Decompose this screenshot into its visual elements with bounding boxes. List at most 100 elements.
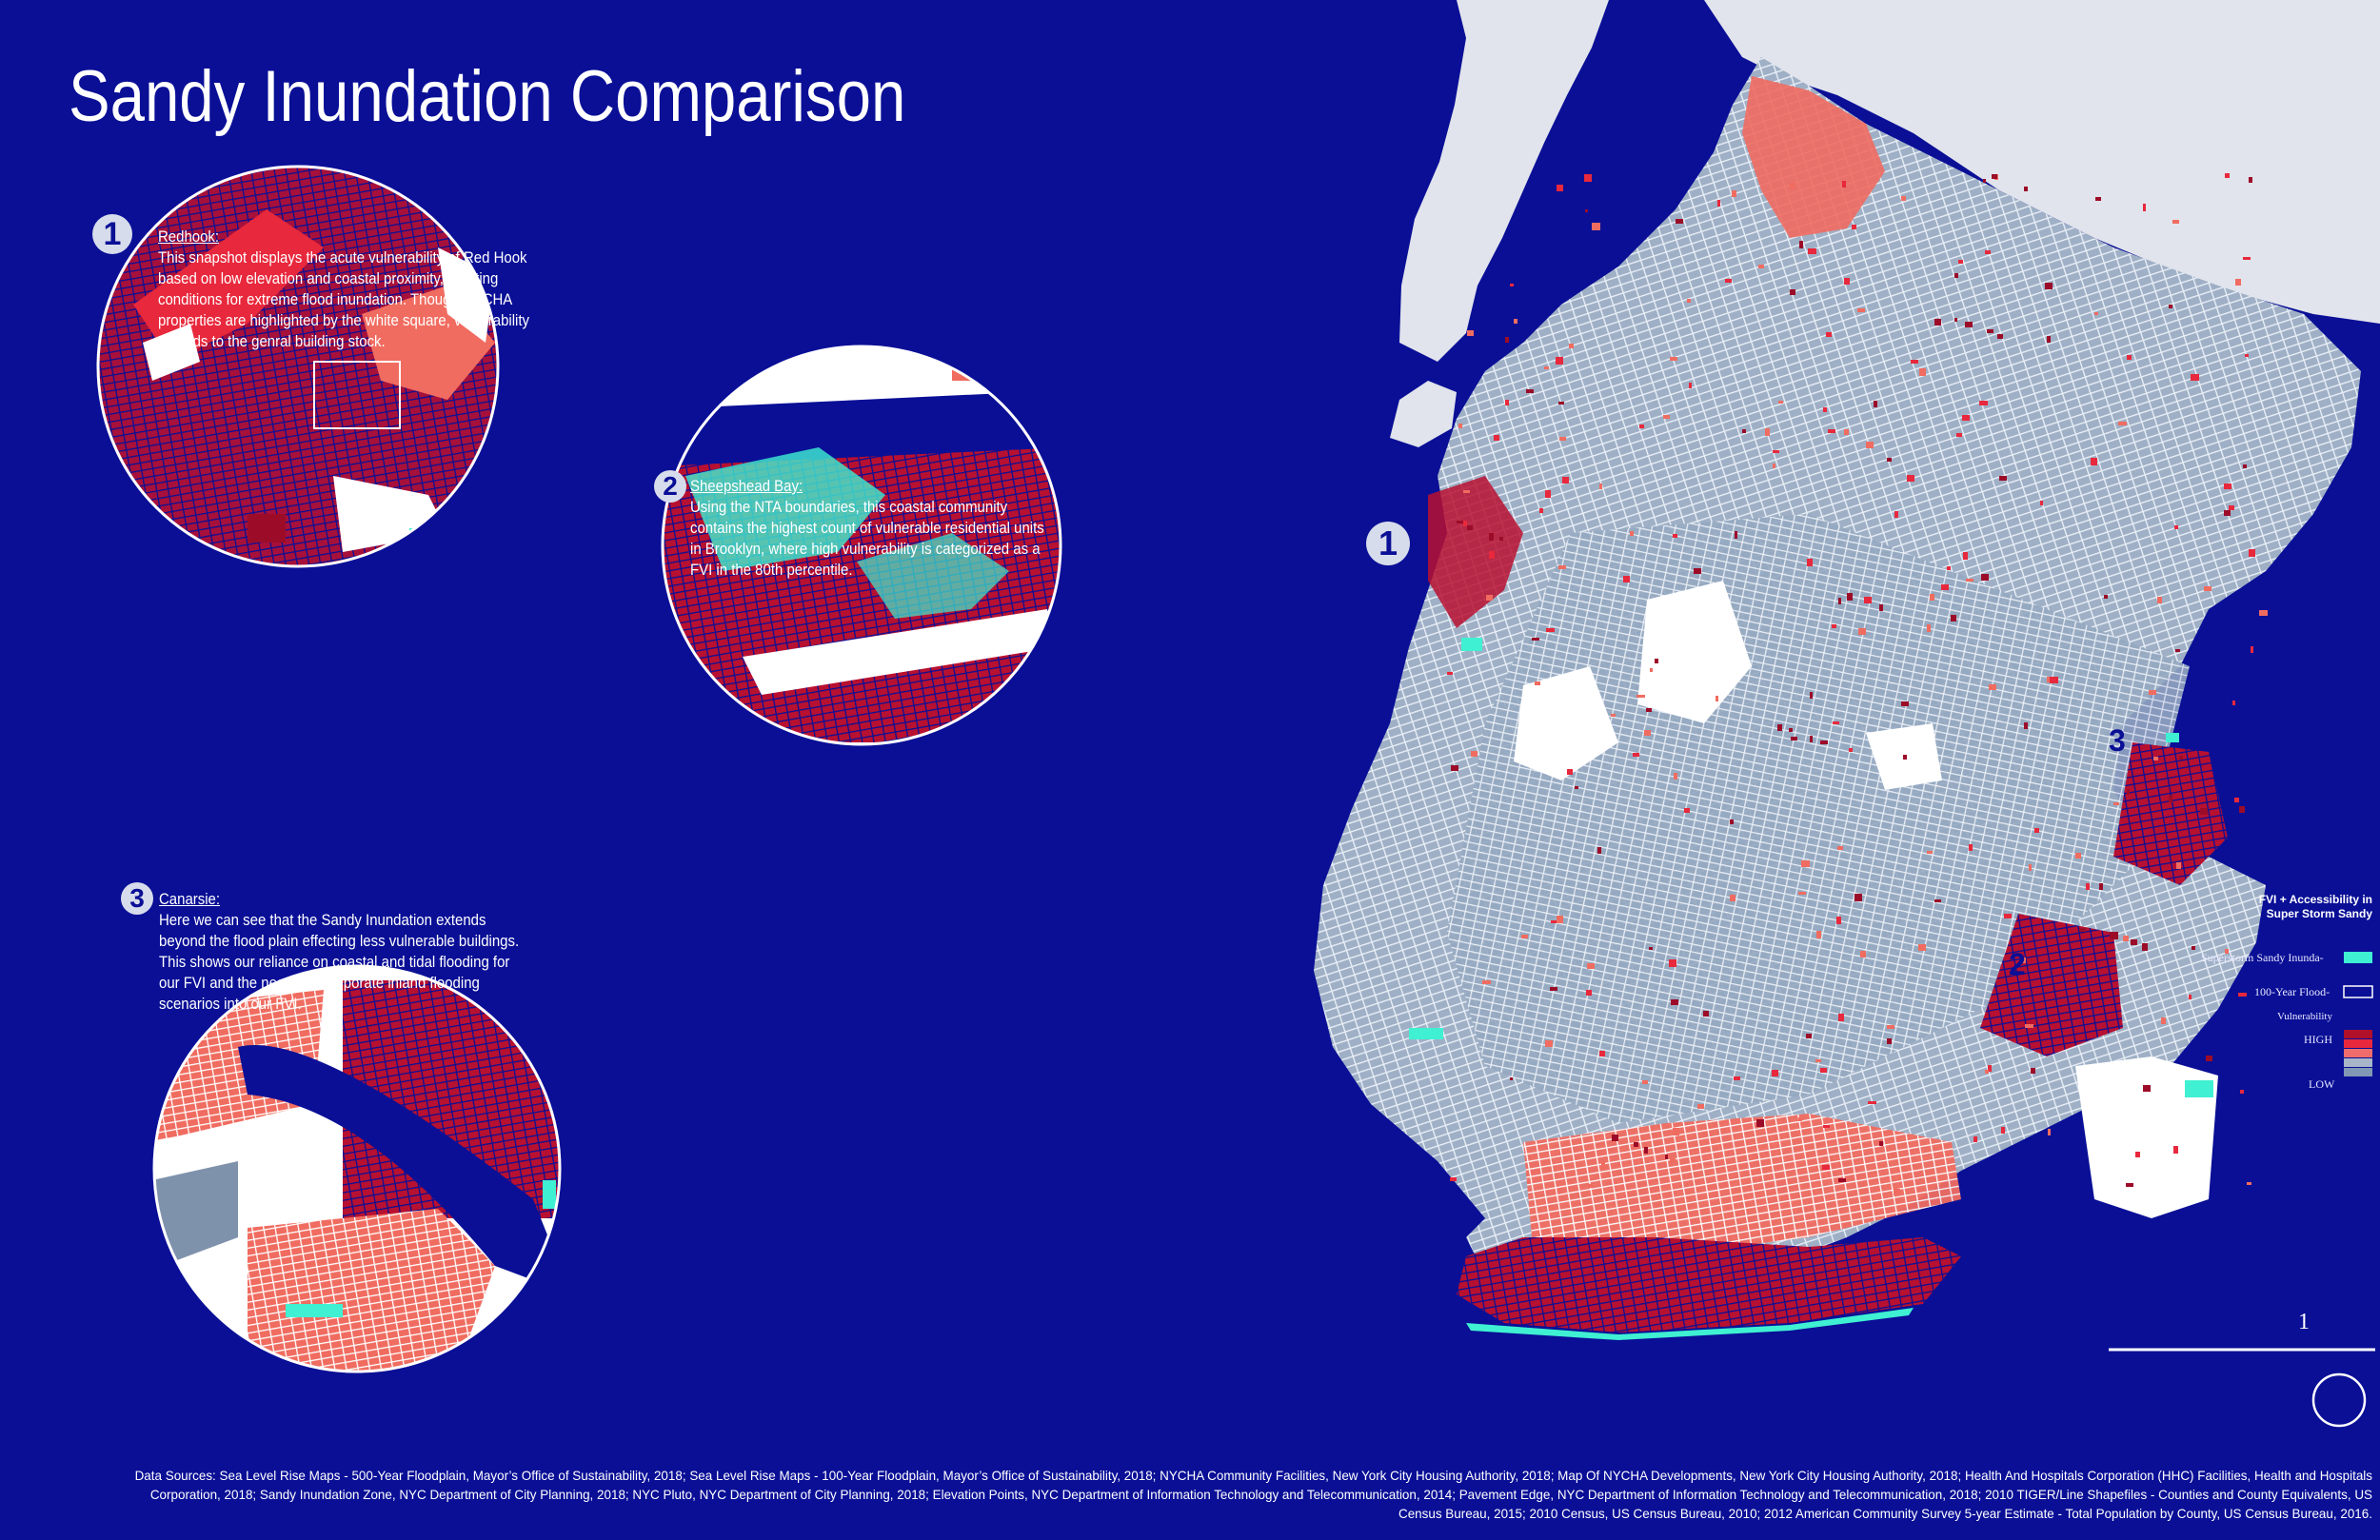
vulnerability-dot: [1833, 721, 1839, 724]
vulnerability-dot: [2225, 949, 2229, 954]
legend-title: FVI + Accessibility in Super Storm Sandy: [2258, 893, 2372, 920]
vulnerability-dot: [1545, 1040, 1553, 1047]
vulnerability-dot: [1868, 1101, 1876, 1104]
vulnerability-dot: [2249, 549, 2255, 557]
north-circle: [2311, 1372, 2367, 1428]
vulnerability-dot: [1842, 181, 1846, 188]
vulnerability-dot: [1852, 225, 1856, 229]
vulnerability-dot: [1838, 1178, 1846, 1182]
vulnerability-dot: [1981, 574, 1989, 581]
vulnerability-dot: [2153, 757, 2158, 760]
vulnerability-dot: [1650, 668, 1653, 672]
vulnerability-dot: [1798, 892, 1806, 895]
vulnerability-dot: [2099, 883, 2103, 890]
vulnerability-dot: [2025, 1024, 2033, 1028]
vulnerability-dot: [1987, 329, 1993, 333]
vulnerability-dot: [1820, 740, 1828, 744]
vulnerability-dot: [1742, 429, 1746, 433]
vulnerability-dot: [1499, 537, 1503, 541]
vulnerability-dot: [2149, 690, 2156, 695]
vulnerability-dot: [2131, 939, 2137, 945]
vulnerability-dot: [1559, 437, 1566, 441]
vulnerability-dot: [2224, 484, 2231, 489]
inset-canarsie: [154, 966, 560, 1372]
panel-sheepshead-body: Using the NTA boundaries, this coastal c…: [690, 498, 1044, 579]
vulnerability-dot: [1601, 1162, 1605, 1170]
vulnerability-dot: [1901, 701, 1909, 706]
vulnerability-dot: [1823, 407, 1827, 412]
vulnerability-dot: [1725, 279, 1732, 283]
vulnerability-dot: [1772, 1070, 1778, 1076]
vulnerability-dot: [1585, 209, 1588, 212]
vulnerability-dot: [2034, 828, 2039, 833]
vulnerability-dot: [1838, 1014, 1844, 1021]
vulnerability-dot: [1857, 308, 1865, 312]
vulnerability-dot: [2047, 336, 2051, 343]
vulnerability-dot: [2104, 595, 2108, 599]
vulnerability-dot: [2094, 312, 2098, 315]
scale-label: 1: [2298, 1310, 2310, 1334]
vulnerability-dot: [2161, 1017, 2166, 1024]
vulnerability-dot: [1545, 490, 1551, 498]
legend-swatch-inundation: [2344, 952, 2372, 963]
vulnerability-dot: [2075, 853, 2081, 859]
vulnerability-dot: [2204, 586, 2211, 591]
vulnerability-dot: [1689, 383, 1692, 388]
vulnerability-dot: [1992, 174, 1997, 179]
vulnerability-dot: [1954, 318, 1957, 322]
vulnerability-dot: [1790, 289, 1795, 295]
vulnerability-dot: [2245, 354, 2249, 357]
map-label-2: 2: [2009, 947, 2026, 981]
vulnerability-dot: [1575, 786, 1578, 789]
vulnerability-dot: [1597, 847, 1601, 854]
vulnerability-dot: [2157, 597, 2162, 603]
vulnerability-dot: [1633, 753, 1639, 757]
panel-3-badge: 3: [121, 882, 153, 915]
vulnerability-dot: [1823, 1125, 1830, 1128]
vulnerability-dot: [1773, 450, 1779, 453]
vulnerability-dot: [1489, 551, 1495, 559]
vulnerability-dot: [1765, 428, 1770, 436]
vulnerability-dot: [1674, 773, 1677, 780]
vulnerability-dot: [2169, 796, 2172, 802]
vulnerability-dot: [1532, 638, 1539, 641]
vulnerability-dot: [2179, 756, 2183, 760]
vulnerability-dot: [2238, 993, 2247, 997]
vulnerability-dot: [1887, 1038, 1892, 1044]
vulnerability-dot: [1592, 223, 1600, 230]
vulnerability-dot: [1778, 401, 1783, 404]
vulnerability-dot: [1816, 931, 1821, 938]
legend-label-floodplain: 100-Year Flood-: [2254, 985, 2330, 998]
vulnerability-dot: [2047, 677, 2051, 682]
legend-label-high: HIGH: [2304, 1033, 2332, 1046]
vulnerability-dot: [2251, 646, 2253, 653]
vulnerability-dot: [1860, 951, 1866, 958]
vulnerability-dot: [1930, 594, 1934, 601]
vulnerability-dot: [1951, 615, 1956, 622]
legend-label-low: LOW: [2309, 1077, 2335, 1091]
vulnerability-dot: [1758, 265, 1764, 268]
inset-canarsie-frame: [152, 964, 562, 1373]
vulnerability-dot: [1687, 299, 1691, 303]
vulnerability-dot: [2143, 1085, 2151, 1092]
vulnerability-dot: [1539, 508, 1543, 513]
vulnerability-dot: [1799, 241, 1803, 248]
vulnerability-dot: [2127, 789, 2130, 795]
vulnerability-dot: [1789, 728, 1793, 732]
vulnerability-dot: [2243, 464, 2247, 468]
vulnerability-dot: [1458, 424, 1462, 428]
vulnerability-dot: [1963, 552, 1968, 560]
panel-canarsie-text: Canarsie: Here we can see that the Sandy…: [159, 889, 527, 1015]
vulnerability-dot: [1684, 808, 1690, 813]
vulnerability-dot: [1569, 344, 1574, 348]
panel-1-badge: 1: [92, 214, 132, 254]
vulnerability-dot: [2142, 943, 2148, 951]
vulnerability-dot: [1810, 692, 1813, 699]
vulnerability-dot: [1828, 429, 1835, 433]
vulnerability-dot: [2095, 197, 2101, 201]
vulnerability-dot: [1919, 368, 1926, 376]
vulnerability-dot: [2110, 932, 2118, 939]
vulnerability-dot: [2031, 1068, 2035, 1074]
vulnerability-dot: [1697, 1104, 1704, 1109]
vulnerability-dot: [1903, 755, 1907, 760]
